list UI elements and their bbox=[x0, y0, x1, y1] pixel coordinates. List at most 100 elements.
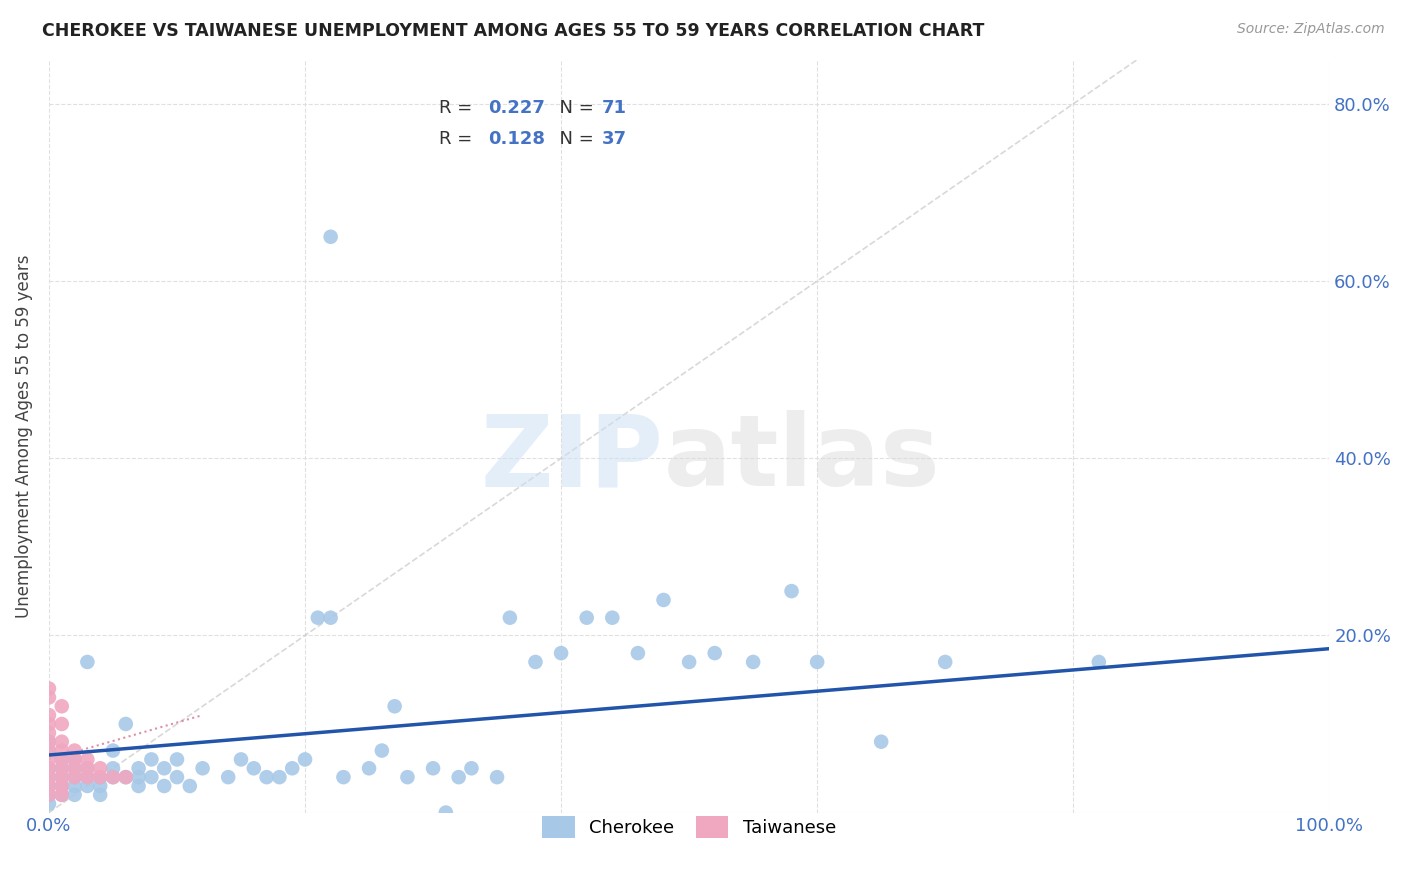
Point bbox=[217, 770, 239, 784]
Point bbox=[63, 761, 86, 775]
Point bbox=[51, 743, 73, 757]
Point bbox=[447, 770, 470, 784]
Point bbox=[703, 646, 725, 660]
Text: R =: R = bbox=[440, 129, 478, 148]
Point bbox=[153, 779, 176, 793]
Point bbox=[51, 770, 73, 784]
Point bbox=[38, 735, 60, 749]
Text: 71: 71 bbox=[602, 99, 627, 117]
Point bbox=[51, 779, 73, 793]
Point bbox=[153, 761, 176, 775]
Point bbox=[51, 761, 73, 775]
Point bbox=[51, 779, 73, 793]
Point bbox=[51, 770, 73, 784]
Point bbox=[934, 655, 956, 669]
Point bbox=[191, 761, 214, 775]
Point bbox=[51, 788, 73, 802]
Point bbox=[63, 752, 86, 766]
Point bbox=[652, 593, 675, 607]
Point bbox=[38, 735, 60, 749]
Text: 0.227: 0.227 bbox=[488, 99, 546, 117]
Point bbox=[51, 761, 73, 775]
Point bbox=[575, 610, 598, 624]
Point bbox=[38, 743, 60, 757]
Text: 37: 37 bbox=[602, 129, 627, 148]
Point bbox=[128, 770, 150, 784]
Point bbox=[114, 770, 136, 784]
Point bbox=[101, 761, 124, 775]
Point bbox=[179, 779, 201, 793]
Point bbox=[422, 761, 444, 775]
Point bbox=[63, 779, 86, 793]
Point bbox=[101, 743, 124, 757]
Point bbox=[76, 770, 98, 784]
Point bbox=[38, 708, 60, 723]
Point bbox=[384, 699, 406, 714]
Point bbox=[627, 646, 650, 660]
Point bbox=[141, 770, 163, 784]
Point bbox=[76, 752, 98, 766]
Point bbox=[89, 779, 111, 793]
Legend: Cherokee, Taiwanese: Cherokee, Taiwanese bbox=[534, 808, 844, 845]
Point bbox=[678, 655, 700, 669]
Text: ZIP: ZIP bbox=[481, 410, 664, 508]
Point bbox=[1088, 655, 1111, 669]
Point bbox=[38, 681, 60, 696]
Point bbox=[38, 752, 60, 766]
Point bbox=[51, 752, 73, 766]
Point bbox=[371, 743, 394, 757]
Point bbox=[243, 761, 266, 775]
Point bbox=[38, 788, 60, 802]
Point bbox=[550, 646, 572, 660]
Point bbox=[51, 699, 73, 714]
Point bbox=[256, 770, 278, 784]
Point bbox=[319, 229, 342, 244]
Text: 0.128: 0.128 bbox=[488, 129, 546, 148]
Point bbox=[114, 717, 136, 731]
Point bbox=[806, 655, 828, 669]
Text: N =: N = bbox=[548, 129, 600, 148]
Point bbox=[486, 770, 509, 784]
Point bbox=[76, 770, 98, 784]
Point bbox=[38, 690, 60, 705]
Point bbox=[101, 770, 124, 784]
Point bbox=[166, 752, 188, 766]
Point bbox=[38, 761, 60, 775]
Text: R =: R = bbox=[440, 99, 478, 117]
Point bbox=[38, 770, 60, 784]
Point bbox=[434, 805, 457, 820]
Point bbox=[307, 610, 329, 624]
Point bbox=[524, 655, 547, 669]
Point bbox=[319, 610, 342, 624]
Point bbox=[294, 752, 316, 766]
Point bbox=[38, 797, 60, 811]
Point bbox=[38, 761, 60, 775]
Point bbox=[38, 770, 60, 784]
Point bbox=[63, 761, 86, 775]
Point bbox=[38, 779, 60, 793]
Point bbox=[742, 655, 765, 669]
Point bbox=[229, 752, 252, 766]
Point bbox=[89, 770, 111, 784]
Point bbox=[357, 761, 380, 775]
Point bbox=[870, 735, 893, 749]
Point bbox=[63, 788, 86, 802]
Text: N =: N = bbox=[548, 99, 600, 117]
Point bbox=[166, 770, 188, 784]
Point bbox=[269, 770, 291, 784]
Text: Source: ZipAtlas.com: Source: ZipAtlas.com bbox=[1237, 22, 1385, 37]
Point bbox=[600, 610, 623, 624]
Point bbox=[38, 743, 60, 757]
Point bbox=[38, 788, 60, 802]
Point bbox=[38, 726, 60, 740]
Point bbox=[76, 761, 98, 775]
Point bbox=[63, 752, 86, 766]
Point bbox=[128, 779, 150, 793]
Point bbox=[51, 752, 73, 766]
Point bbox=[89, 761, 111, 775]
Point bbox=[499, 610, 522, 624]
Point bbox=[76, 779, 98, 793]
Point bbox=[281, 761, 304, 775]
Point bbox=[141, 752, 163, 766]
Point bbox=[101, 770, 124, 784]
